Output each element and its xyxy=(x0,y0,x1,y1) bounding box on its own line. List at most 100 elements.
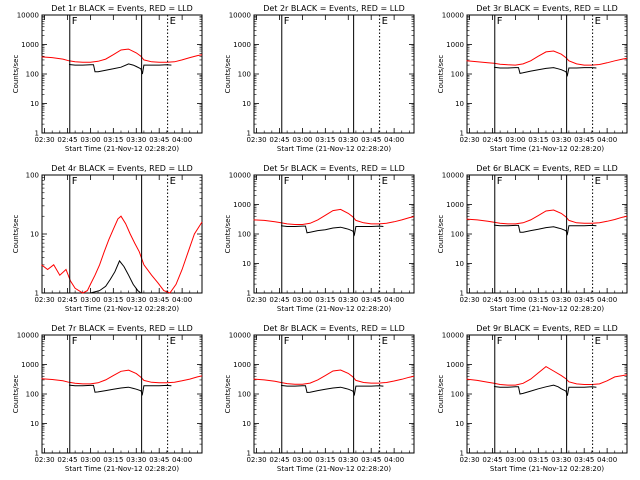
y-tick-label: 10000 xyxy=(229,12,251,20)
panel-9: Det 9r BLACK = Events, RED = LLD 1 10 100 10… xyxy=(437,324,628,473)
marker-label-E: E xyxy=(382,336,388,347)
x-tick-label: 03:15 xyxy=(528,456,548,464)
plot-frame xyxy=(253,334,415,454)
y-tick-label: 1 xyxy=(460,129,464,137)
x-tick-label: 03:45 xyxy=(149,296,169,304)
marker-label-E: E xyxy=(170,16,176,27)
y-tick-label: 1 xyxy=(247,289,251,297)
plot-frame xyxy=(41,14,203,134)
y-axis-label: Counts/sec xyxy=(437,375,445,414)
y-tick-label: 1 xyxy=(247,129,251,137)
plot-frame xyxy=(466,174,628,294)
x-tick-label: 03:45 xyxy=(361,296,381,304)
y-tick-label: 10 xyxy=(242,100,251,108)
events-series-line xyxy=(90,259,142,294)
y-tick-label: 100 xyxy=(238,71,251,79)
marker-label-F: F xyxy=(284,336,290,347)
y-tick-label: 100 xyxy=(26,391,39,399)
marker-label-E: E xyxy=(595,176,601,187)
x-tick-label: 02:30 xyxy=(246,456,266,464)
marker-label-F: F xyxy=(497,336,503,347)
panel-3: Det 3r BLACK = Events, RED = LLD 1 10 100 10… xyxy=(437,4,628,153)
marker-label-E: E xyxy=(170,176,176,187)
events-series-line xyxy=(493,384,597,396)
y-tick-label: 1 xyxy=(35,289,39,297)
x-tick-label: 03:00 xyxy=(505,456,525,464)
marker-label-F: F xyxy=(72,16,78,27)
lld-series-line xyxy=(466,209,628,225)
x-tick-label: 03:45 xyxy=(361,456,381,464)
x-tick-label: 03:30 xyxy=(551,136,571,144)
x-tick-label: 02:45 xyxy=(57,136,77,144)
y-tick-label: 100 xyxy=(451,71,464,79)
panel-title: Det 4r BLACK = Events, RED = LLD xyxy=(51,164,193,173)
y-tick-label: 1000 xyxy=(233,361,251,369)
y-tick-label: 1000 xyxy=(233,201,251,209)
y-tick-label: 1000 xyxy=(446,361,464,369)
x-tick-label: 03:30 xyxy=(338,136,358,144)
panel-4: Det 4r BLACK = Events, RED = LLD 1 10 100 02… xyxy=(12,164,203,313)
x-tick-label: 03:45 xyxy=(574,456,594,464)
plot-frame xyxy=(466,14,628,134)
events-series-line xyxy=(280,384,384,397)
x-tick-label: 03:15 xyxy=(103,456,123,464)
x-tick-label: 03:00 xyxy=(505,136,525,144)
x-tick-label: 03:00 xyxy=(292,296,312,304)
y-tick-label: 10000 xyxy=(442,172,464,180)
y-tick-label: 100 xyxy=(238,391,251,399)
y-tick-label: 100 xyxy=(238,231,251,239)
y-tick-label: 10000 xyxy=(442,12,464,20)
y-tick-label: 10000 xyxy=(442,332,464,340)
plot-frame xyxy=(253,14,415,134)
marker-label-E: E xyxy=(382,16,388,27)
events-series-line xyxy=(493,66,597,77)
x-tick-label: 03:30 xyxy=(126,456,146,464)
x-tick-label: 02:30 xyxy=(459,136,479,144)
x-axis-label: Start Time (21-Nov-12 02:28:20) xyxy=(490,305,604,313)
x-tick-label: 04:00 xyxy=(384,456,404,464)
x-axis-label: Start Time (21-Nov-12 02:28:20) xyxy=(277,145,391,153)
y-axis-label: Counts/sec xyxy=(12,375,20,414)
x-axis-label: Start Time (21-Nov-12 02:28:20) xyxy=(277,305,391,313)
x-tick-label: 03:00 xyxy=(505,296,525,304)
x-tick-label: 03:00 xyxy=(80,456,100,464)
panel-title: Det 5r BLACK = Events, RED = LLD xyxy=(263,164,405,173)
x-tick-label: 04:00 xyxy=(172,456,192,464)
panel-6: Det 6r BLACK = Events, RED = LLD 1 10 100 10… xyxy=(437,164,628,313)
x-tick-label: 02:30 xyxy=(34,296,54,304)
y-tick-label: 10 xyxy=(455,260,464,268)
x-tick-label: 02:45 xyxy=(482,136,502,144)
lld-series-line xyxy=(41,369,203,385)
marker-label-F: F xyxy=(284,16,290,27)
x-axis-label: Start Time (21-Nov-12 02:28:20) xyxy=(490,145,604,153)
y-tick-label: 100 xyxy=(451,391,464,399)
events-series-line xyxy=(280,225,384,237)
x-tick-label: 03:30 xyxy=(551,456,571,464)
y-axis-label: Counts/sec xyxy=(437,55,445,94)
y-tick-label: 10 xyxy=(455,420,464,428)
x-tick-label: 02:45 xyxy=(269,456,289,464)
x-tick-label: 02:30 xyxy=(459,296,479,304)
events-series-line xyxy=(68,63,172,75)
panel-title: Det 6r BLACK = Events, RED = LLD xyxy=(476,164,618,173)
lld-series-line xyxy=(466,365,628,386)
marker-label-E: E xyxy=(595,336,601,347)
y-tick-label: 10 xyxy=(242,420,251,428)
x-tick-label: 03:00 xyxy=(80,136,100,144)
x-tick-label: 03:30 xyxy=(551,296,571,304)
plot-frame xyxy=(41,174,203,294)
y-axis-label: Counts/sec xyxy=(224,215,232,254)
x-tick-label: 03:15 xyxy=(315,136,335,144)
lld-series-line xyxy=(253,369,415,385)
panel-1: Det 1r BLACK = Events, RED = LLD 1 10 100 10… xyxy=(12,4,203,153)
x-tick-label: 03:30 xyxy=(338,456,358,464)
y-axis-label: Counts/sec xyxy=(12,55,20,94)
y-tick-label: 100 xyxy=(451,231,464,239)
y-tick-label: 10 xyxy=(30,420,39,428)
marker-label-E: E xyxy=(382,176,388,187)
x-tick-label: 04:00 xyxy=(172,136,192,144)
y-tick-label: 1000 xyxy=(21,361,39,369)
y-tick-label: 10000 xyxy=(17,12,39,20)
marker-label-F: F xyxy=(72,176,78,187)
y-axis-label: Counts/sec xyxy=(224,55,232,94)
